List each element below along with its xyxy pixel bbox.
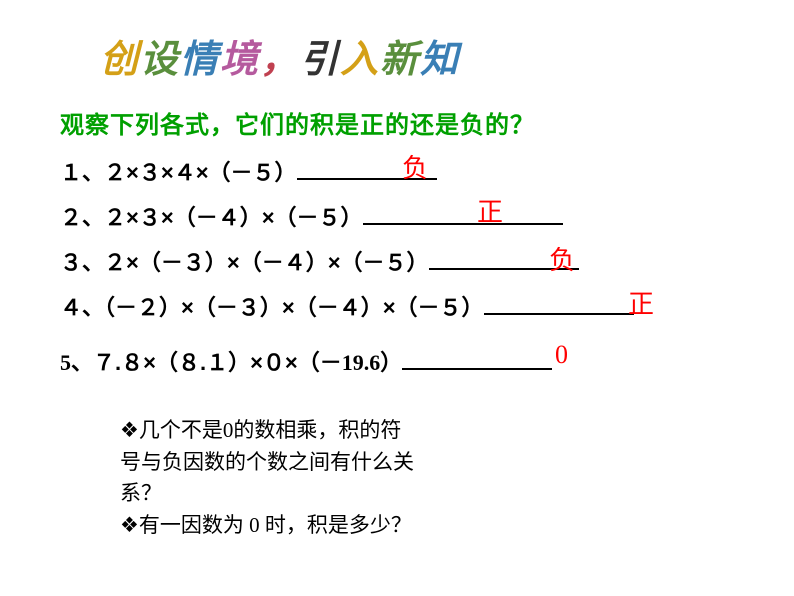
problem-text: ２、２×３×（－４）×（－５） bbox=[60, 205, 363, 230]
title-char: 境 bbox=[220, 39, 260, 81]
problem-text: ４、（－２）×（－３）×（－４）×（－５） bbox=[60, 295, 484, 320]
title-char: ， bbox=[260, 39, 300, 81]
question-text: 有一因数为 0 时，积是多少？ bbox=[139, 513, 412, 537]
answer-4: 正 bbox=[628, 284, 654, 321]
bullet-icon: ❖ bbox=[120, 514, 139, 537]
blank-line bbox=[402, 348, 552, 370]
problem-5: 5、７.８×（８.１）×０×（－19.6） bbox=[60, 345, 552, 377]
title-char: 入 bbox=[340, 39, 380, 81]
problem-1: １、２×３×４×（－５） bbox=[60, 155, 437, 187]
title-char: 知 bbox=[420, 39, 460, 81]
problem-mid: 、７.８×（８.１）×０×（－ bbox=[71, 350, 342, 375]
slide-title: 创设情境，引入新知 bbox=[100, 28, 460, 83]
question-text: 几个不是0的数相乘，积的符 bbox=[139, 418, 402, 442]
question-1-line: 系？ bbox=[120, 478, 500, 510]
problem-4: ４、（－２）×（－３）×（－４）×（－５） bbox=[60, 290, 634, 322]
answer-2: 正 bbox=[477, 192, 503, 229]
question-1-line: ❖几个不是0的数相乘，积的符 bbox=[120, 415, 500, 447]
title-char: 新 bbox=[380, 39, 420, 81]
title-char: 引 bbox=[300, 39, 340, 81]
answer-3: 负 bbox=[549, 240, 575, 277]
bullet-icon: ❖ bbox=[120, 419, 139, 442]
answer-5: 0 bbox=[555, 340, 568, 370]
title-char: 设 bbox=[140, 39, 180, 81]
blank-line bbox=[484, 293, 634, 315]
title-char: 创 bbox=[100, 39, 140, 81]
problem-text: １、２×３×４×（－５） bbox=[60, 160, 297, 185]
problem-text: ３、２×（－３）×（－４）×（－５） bbox=[60, 250, 429, 275]
prompt-text: 观察下列各式，它们的积是正的还是负的？ bbox=[60, 105, 535, 140]
question-1-line: 号与负因数的个数之间有什么关 bbox=[120, 447, 500, 479]
problem-suffix: ） bbox=[380, 350, 402, 375]
title-char: 情 bbox=[180, 39, 220, 81]
question-2-line: ❖有一因数为 0 时，积是多少？ bbox=[120, 510, 500, 542]
answer-1: 负 bbox=[402, 148, 428, 185]
blank-line bbox=[363, 203, 563, 225]
followup-questions: ❖几个不是0的数相乘，积的符 号与负因数的个数之间有什么关 系？ ❖有一因数为 … bbox=[120, 415, 500, 541]
problem-val: 19.6 bbox=[342, 350, 381, 375]
problem-3: ３、２×（－３）×（－４）×（－５） bbox=[60, 245, 579, 277]
problem-prefix: 5 bbox=[60, 350, 71, 375]
